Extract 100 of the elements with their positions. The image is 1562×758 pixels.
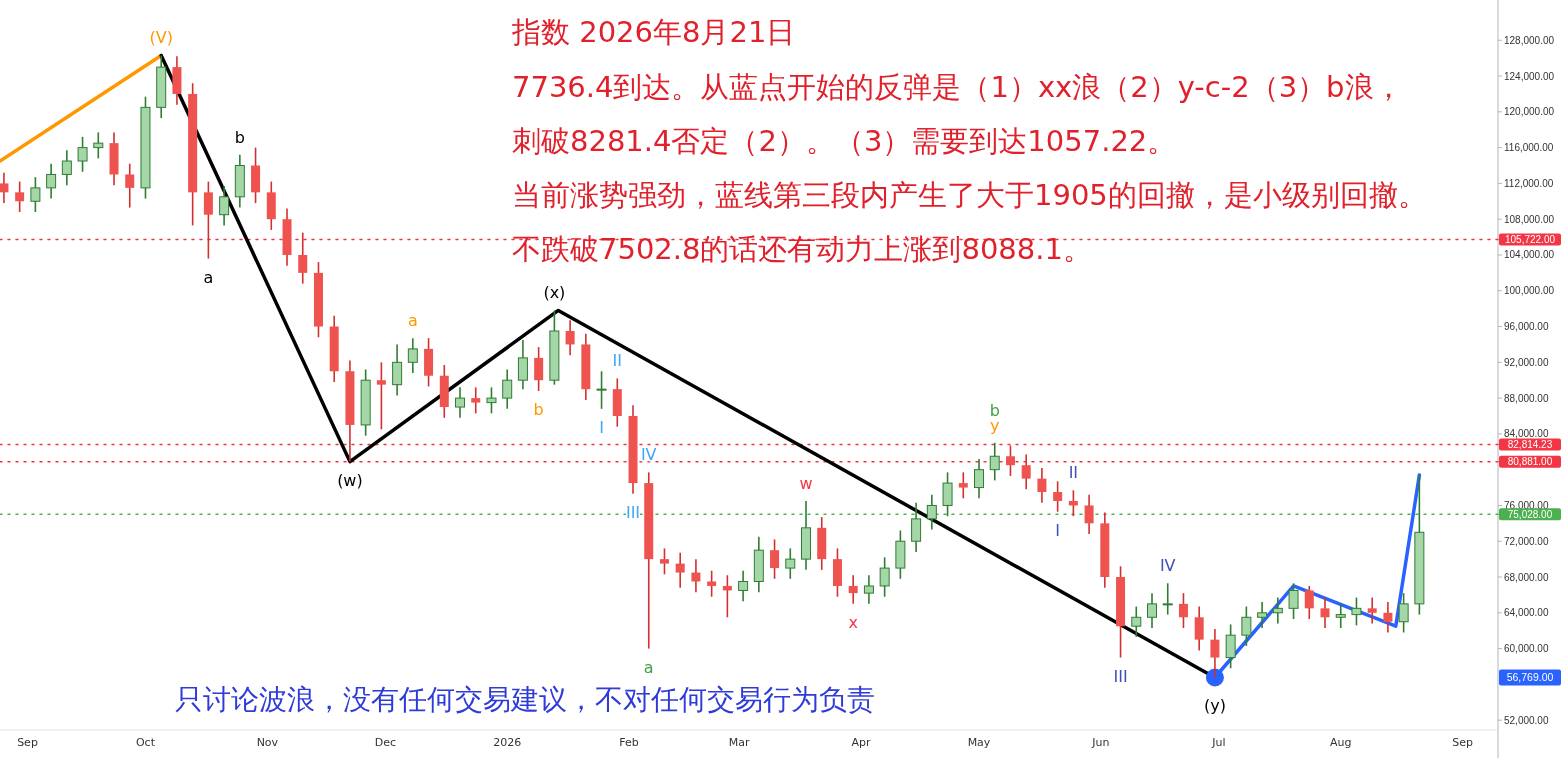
text: 56,769.00	[1506, 671, 1554, 684]
candlestick	[911, 501, 922, 553]
annotation: (V)	[149, 28, 173, 48]
candlestick	[1383, 601, 1393, 634]
candlestick	[517, 339, 528, 390]
x-tick-label: Sep	[17, 736, 38, 749]
x-tick-label: Apr	[851, 736, 872, 749]
x-tick-label: Nov	[256, 736, 279, 749]
candlestick	[1367, 596, 1377, 625]
annotation: III	[625, 502, 641, 522]
y-tick-label: 104,000.00	[1504, 249, 1555, 261]
annotation: (y)	[1203, 696, 1226, 716]
candlestick	[1021, 453, 1031, 491]
y-tick-label: 64,000.00	[1504, 607, 1549, 619]
candlestick	[1272, 596, 1283, 625]
y-tick-label: 120,000.00	[1504, 106, 1555, 118]
y-tick-label: 108,000.00	[1504, 213, 1555, 225]
y-tick-label: 72,000.00	[1504, 535, 1549, 547]
annotation: x	[848, 612, 858, 632]
annotation: 不跌破7502.8的话还有动力上涨到8088.1。	[512, 232, 1092, 266]
candlestick	[298, 231, 308, 285]
x-tick-label: Jul	[1211, 736, 1226, 749]
candlestick	[942, 471, 953, 517]
candlestick	[1037, 467, 1047, 504]
candlestick	[1241, 605, 1252, 647]
candlestick	[0, 171, 9, 204]
x-tick-label: 2026	[493, 736, 522, 749]
candlestick	[1068, 489, 1078, 517]
candlestick	[30, 176, 41, 213]
y-tick-label: 84,000.00	[1504, 428, 1549, 440]
x-tick-label: May	[967, 736, 991, 749]
annotation: 当前涨势强劲，蓝线第三段内产生了大于1905的回撤，是小级别回撤。	[512, 178, 1427, 212]
candlestick	[879, 556, 890, 598]
ref-line-label: 105,722.00	[1504, 234, 1556, 246]
candlestick	[1210, 628, 1220, 679]
y-tick-label: 52,000.00	[1504, 714, 1549, 726]
candlestick	[848, 574, 858, 605]
candlestick	[1257, 601, 1268, 629]
annotation: (w)	[337, 470, 363, 490]
annotation: II	[1068, 463, 1079, 483]
candlestick	[219, 185, 230, 227]
candlestick	[46, 162, 57, 200]
annotation: a	[203, 267, 214, 287]
y-tick-label: 60,000.00	[1504, 643, 1549, 655]
x-tick-label: Sep	[1452, 736, 1473, 749]
annotation: 刺破8281.4否定（2）。（3）需要到达1057.22。	[512, 124, 1177, 158]
candlestick	[486, 386, 497, 415]
candlestick	[707, 569, 717, 598]
x-tick-label: Aug	[1329, 736, 1352, 749]
candlestick	[534, 346, 544, 392]
candlestick	[15, 180, 25, 213]
y-tick-label: 124,000.00	[1504, 70, 1555, 82]
ref-line-label: 82,814.23	[1507, 438, 1553, 450]
y-tick-label: 68,000.00	[1504, 571, 1549, 583]
candlestick	[596, 370, 607, 410]
candlestick	[958, 471, 968, 500]
candlestick	[407, 337, 418, 374]
candlestick	[471, 386, 481, 415]
candlestick	[565, 319, 575, 356]
candlestick	[722, 574, 732, 619]
candlestick	[1005, 444, 1015, 477]
annotation: IV	[1159, 556, 1176, 576]
candlestick	[77, 136, 88, 173]
candlestick	[93, 131, 104, 160]
candlestick	[392, 343, 403, 397]
y-tick-label: 128,000.00	[1504, 34, 1555, 46]
candlestick	[770, 538, 780, 580]
candlestick	[376, 361, 386, 431]
candlestick	[989, 442, 1000, 482]
y-tick-label: 96,000.00	[1504, 321, 1549, 333]
candlestick	[1351, 596, 1362, 627]
candlestick	[675, 552, 685, 589]
candlestick	[1335, 603, 1346, 629]
annotation: II	[612, 351, 622, 371]
ref-line-label: 80,881.00	[1507, 456, 1553, 468]
candlestick	[659, 547, 669, 576]
candlestick	[1162, 582, 1173, 616]
y-tick-label: 112,000.00	[1504, 177, 1554, 189]
candlestick	[203, 180, 213, 260]
candlestick	[1225, 623, 1236, 670]
annotation: IV	[640, 445, 657, 465]
candlestick	[502, 368, 513, 410]
ref-line-label: 75,028.00	[1507, 508, 1553, 520]
y-tick-label: 88,000.00	[1504, 392, 1549, 404]
candlestick	[1131, 605, 1142, 638]
annotation: a	[643, 657, 654, 677]
y-tick-label: 92,000.00	[1504, 356, 1549, 368]
y-tick-label: 116,000.00	[1504, 142, 1554, 154]
x-tick-label: Mar	[728, 736, 751, 749]
candlestick	[125, 162, 135, 209]
annotation: III	[1113, 666, 1128, 686]
annotation: b	[533, 399, 544, 419]
annotation: 7736.4到达。从蓝点开始的反弹是（1）xx浪（2）y-c-2（3）b浪，	[512, 70, 1403, 104]
candlestick	[1147, 592, 1158, 629]
candlestick	[1084, 493, 1094, 535]
y-tick-label: 100,000.00	[1504, 285, 1555, 297]
candlestick	[455, 386, 466, 419]
candlestick	[1194, 605, 1204, 652]
annotation: 只讨论波浪，没有任何交易建议，不对任何交易行为负责	[175, 683, 875, 716]
candlestick	[863, 574, 874, 605]
